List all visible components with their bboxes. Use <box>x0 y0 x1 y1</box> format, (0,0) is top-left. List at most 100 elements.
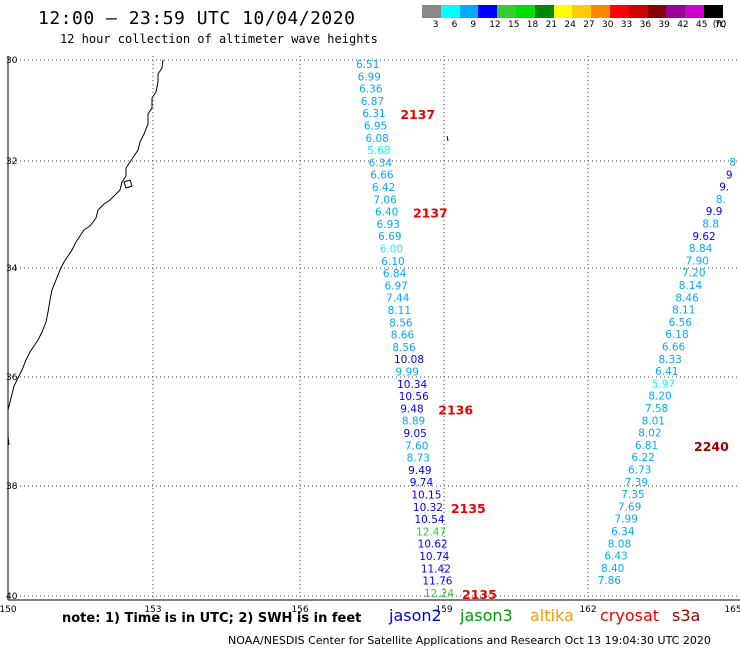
legend-tick-label: 18 <box>526 20 539 30</box>
swh-value: 9.48 <box>400 403 423 415</box>
legend-tick-label: 12 <box>489 20 501 30</box>
swh-value: 10.08 <box>394 354 424 366</box>
swh-value: 9.99 <box>396 367 419 379</box>
legend-tick-label: 3 <box>432 20 439 30</box>
legend-swatch <box>478 5 498 18</box>
swh-value: 10.62 <box>418 539 448 551</box>
swh-value: 11.76 <box>422 576 452 588</box>
swh-value: 12.47 <box>416 526 446 538</box>
swh-value: 7.90 <box>686 255 709 267</box>
swh-value: 8.40 <box>601 563 624 575</box>
pass-time-label: 2137 <box>413 206 448 221</box>
swh-value: 10.54 <box>415 514 445 526</box>
swh-value: 10.74 <box>419 551 449 563</box>
swh-value: 9.62 <box>692 231 715 243</box>
swh-value: 8.14 <box>679 280 703 292</box>
swh-value: 6.40 <box>375 207 398 219</box>
lat-label: 34 <box>6 264 18 274</box>
swh-value: 8.01 <box>642 415 665 427</box>
lat-label: 38 <box>6 482 18 492</box>
pass-time-label: 2135 <box>462 587 497 602</box>
legend-tick-label: 21 <box>545 20 558 30</box>
swh-value: 6.87 <box>361 96 384 108</box>
legend-tick-label: 27 <box>583 20 595 30</box>
altimeter-track-east: 899.8.9.98.89.628.847.907.208.148.468.11… <box>598 157 736 587</box>
footer-credit: NOAA/NESDIS Center for Satellite Applica… <box>228 634 711 647</box>
wave-height-legend: 3 6 9 12 15 18 21 24 27 30 33 36 39 42 45 70 (ft) <box>422 5 728 33</box>
swh-value: 11.42 <box>421 563 451 575</box>
lon-label: 162 <box>579 605 596 615</box>
swh-value: 9.9 <box>706 206 723 218</box>
legend-swatch <box>572 5 592 18</box>
swh-value: 7.44 <box>386 293 410 305</box>
swh-value: 7.99 <box>615 514 638 526</box>
legend-swatch <box>628 5 648 18</box>
legend-swatch <box>666 5 686 18</box>
lon-label: 153 <box>144 605 161 615</box>
legend-tick-label: 24 <box>564 20 576 30</box>
swh-value: 9. <box>719 182 729 194</box>
swh-value: 7.86 <box>598 575 622 587</box>
page-subtitle: 12 hour collection of altimeter wave hei… <box>60 32 378 46</box>
satellite-cryosat: cryosat <box>600 606 660 625</box>
legend-swatch <box>497 5 516 18</box>
swh-value: 10.34 <box>397 379 427 391</box>
island-mark <box>446 135 449 142</box>
legend-tick-label: 6 <box>451 20 458 30</box>
footer-note: note: 1) Time is in UTC; 2) SWH is in fe… <box>62 611 362 626</box>
swh-value: 6.10 <box>381 256 404 268</box>
swh-value: 8.8 <box>702 219 719 231</box>
coast-fragment <box>7 435 10 446</box>
swh-value: 7.60 <box>405 440 428 452</box>
swh-value: 7.20 <box>682 268 705 280</box>
swh-value: 6.34 <box>369 157 393 169</box>
swh-value: 6.95 <box>364 121 387 133</box>
swh-value: 7.69 <box>618 501 641 513</box>
swh-value: 6.93 <box>377 219 400 231</box>
legend-swatch <box>610 5 629 18</box>
swh-value: 6.73 <box>628 465 651 477</box>
swh-value: 9 <box>726 169 733 181</box>
swh-value: 5.97 <box>652 378 675 390</box>
legend-swatch <box>591 5 610 18</box>
legend-swatch <box>685 5 704 18</box>
swh-value: 7.58 <box>645 403 668 415</box>
lon-label: 150 <box>0 605 17 615</box>
lat-lon-grid: 30 32 34 36 38 40 150 153 156 159 162 165 <box>0 56 740 615</box>
swh-value: 9.05 <box>403 428 426 440</box>
legend-swatch <box>440 5 460 18</box>
swh-value: 7.39 <box>625 477 648 489</box>
swh-value: 6.34 <box>611 526 635 538</box>
swh-value: 6.66 <box>370 170 394 182</box>
swh-value: 7.35 <box>621 489 644 501</box>
satellite-jason2: jason2 <box>389 606 442 625</box>
legend-swatch <box>704 5 723 18</box>
swh-value: 8.84 <box>689 243 713 255</box>
swh-value: 8.11 <box>388 305 411 317</box>
swh-value: 6.42 <box>372 182 395 194</box>
swh-value: 6.84 <box>383 268 407 280</box>
swh-value: 6.99 <box>358 71 381 83</box>
legend-unit: (ft) <box>712 20 727 30</box>
lat-label: 36 <box>6 373 18 383</box>
legend-tick-label: 42 <box>677 20 689 30</box>
swh-value: 8.56 <box>389 317 413 329</box>
legend-swatch <box>647 5 667 18</box>
swh-value: 6.36 <box>359 84 383 96</box>
swh-value: 6.97 <box>384 280 407 292</box>
legend-tick-label: 15 <box>508 20 520 30</box>
pass-time-label: 2240 <box>694 439 729 454</box>
swh-value: 6.08 <box>365 133 388 145</box>
swh-value: 6.66 <box>662 342 686 354</box>
swh-value: 6.31 <box>362 108 385 120</box>
swh-value: 6.51 <box>356 59 379 71</box>
swh-value: 6.56 <box>669 317 693 329</box>
swh-value: 8.02 <box>638 428 661 440</box>
swh-value: 8. <box>716 194 726 206</box>
lon-label: 156 <box>291 605 308 615</box>
satellite-jason3: jason3 <box>460 606 513 625</box>
lat-label: 40 <box>6 592 18 602</box>
lat-label: 30 <box>6 56 18 66</box>
swh-value: 8 <box>729 157 736 169</box>
